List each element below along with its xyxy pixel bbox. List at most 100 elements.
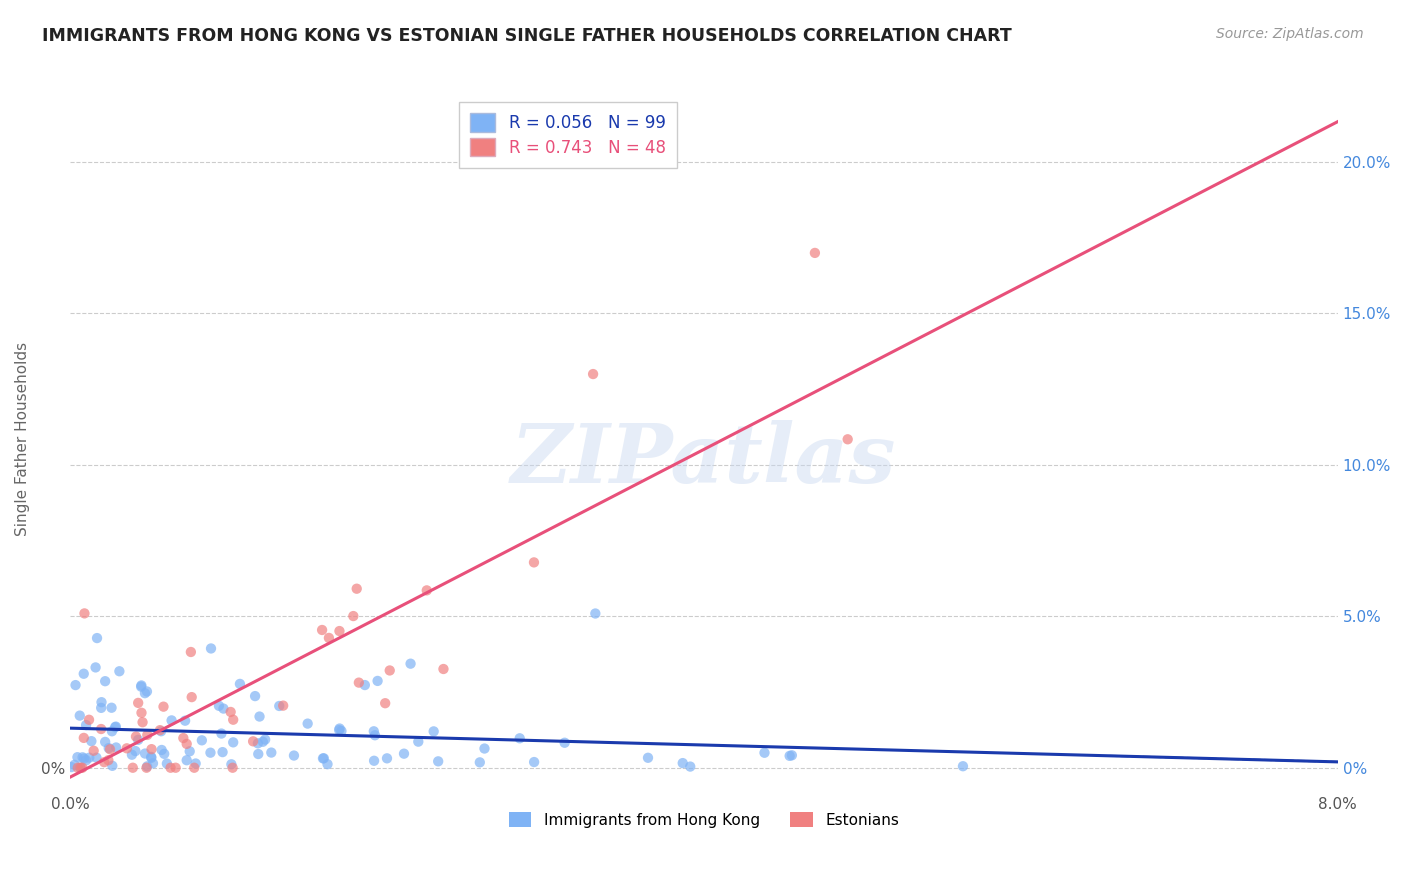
Point [141,750,163,764]
Point [115,741,138,756]
Point [125,730,148,744]
Point [77,713,100,727]
Point [353,678,375,692]
Point [399,657,422,671]
Point [427,755,450,769]
Point [180,690,202,705]
Point [100,700,122,714]
Point [328,723,350,737]
Legend: Immigrants from Hong Kong, Estonians: Immigrants from Hong Kong, Estonians [502,805,905,834]
Point [179,744,201,758]
Point [93,755,115,769]
Point [243,689,266,703]
Point [101,724,124,739]
Point [142,756,165,771]
Point [73,751,96,765]
Point [176,753,198,767]
Point [374,696,396,710]
Point [392,747,415,761]
Point [378,664,401,678]
Point [75,718,97,732]
Point [127,732,149,747]
Point [86,750,108,764]
Point [131,678,153,692]
Point [422,724,444,739]
Point [779,748,801,763]
Point [160,714,183,728]
Point [363,754,385,768]
Point [221,757,243,772]
Point [754,746,776,760]
Point [152,699,174,714]
Point [260,746,283,760]
Point [271,698,294,713]
Point [136,684,159,698]
Y-axis label: Single Father Households: Single Father Households [15,343,30,536]
Point [150,724,173,739]
Point [474,741,496,756]
Point [136,728,159,742]
Point [72,761,94,775]
Point [94,735,117,749]
Point [672,756,695,770]
Point [150,743,173,757]
Point [229,677,252,691]
Point [105,740,128,755]
Point [582,367,605,381]
Point [80,734,103,748]
Point [131,715,153,730]
Point [141,751,163,765]
Point [101,759,124,773]
Point [242,734,264,748]
Point [72,750,94,764]
Point [156,756,179,771]
Point [79,750,101,764]
Point [254,732,277,747]
Point [330,723,353,738]
Text: ZIPatlas: ZIPatlas [512,420,897,500]
Point [252,735,274,749]
Point [211,745,233,759]
Point [131,706,153,720]
Point [367,673,389,688]
Point [554,736,576,750]
Point [90,701,112,715]
Point [246,736,269,750]
Point [153,747,176,761]
Text: Source: ZipAtlas.com: Source: ZipAtlas.com [1216,27,1364,41]
Point [97,741,120,756]
Point [184,756,207,771]
Point [375,751,398,765]
Point [346,582,368,596]
Point [141,742,163,756]
Point [200,641,222,656]
Point [75,753,97,767]
Point [221,761,243,775]
Point [136,759,159,773]
Point [318,631,340,645]
Point [312,751,335,765]
Point [94,674,117,689]
Point [283,748,305,763]
Point [90,722,112,736]
Point [108,665,131,679]
Point [135,761,157,775]
Point [363,724,385,739]
Point [83,744,105,758]
Point [364,728,387,742]
Point [311,623,333,637]
Point [342,609,364,624]
Point [65,678,87,692]
Point [297,716,319,731]
Point [509,731,531,746]
Point [468,756,491,770]
Point [316,757,339,772]
Point [176,737,198,751]
Point [329,722,352,736]
Point [780,748,803,763]
Point [149,723,172,738]
Point [180,645,202,659]
Point [124,744,146,758]
Point [328,624,350,638]
Point [90,695,112,709]
